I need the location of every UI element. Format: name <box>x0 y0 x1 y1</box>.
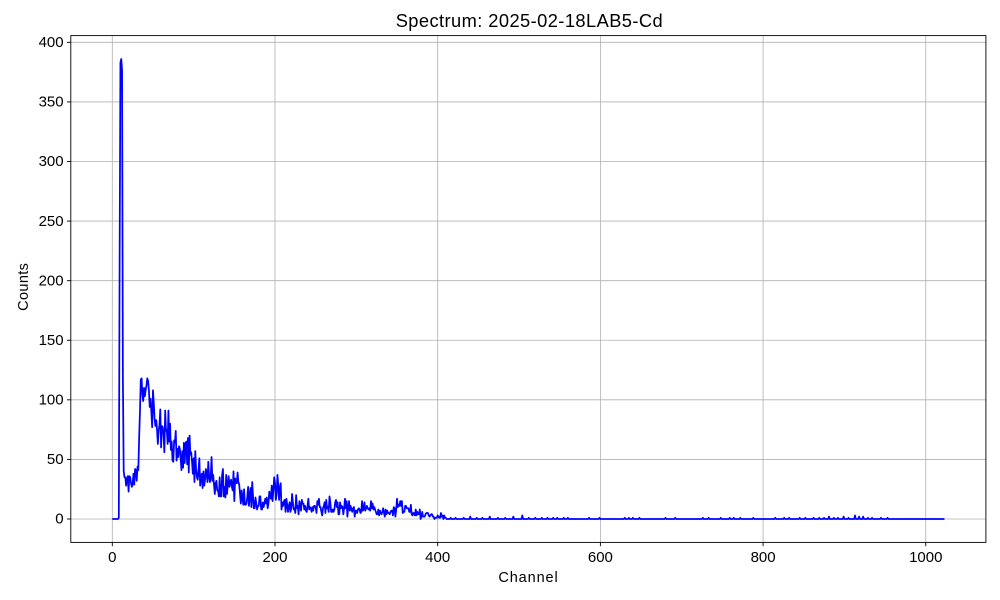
svg-text:Channel: Channel <box>498 570 558 586</box>
svg-text:600: 600 <box>588 549 613 566</box>
svg-text:400: 400 <box>39 34 64 51</box>
svg-text:Spectrum: 2025-02-18LAB5-Cd: Spectrum: 2025-02-18LAB5-Cd <box>396 10 663 31</box>
svg-text:Counts: Counts <box>16 263 32 311</box>
svg-text:350: 350 <box>39 94 64 111</box>
svg-text:0: 0 <box>55 511 63 528</box>
svg-text:300: 300 <box>39 153 64 170</box>
svg-text:800: 800 <box>751 549 776 566</box>
svg-text:0: 0 <box>108 549 116 566</box>
svg-text:200: 200 <box>39 272 64 289</box>
svg-text:200: 200 <box>262 549 287 566</box>
svg-text:250: 250 <box>39 213 64 230</box>
svg-text:1000: 1000 <box>909 549 942 566</box>
svg-text:150: 150 <box>39 332 64 349</box>
svg-text:100: 100 <box>39 392 64 409</box>
svg-text:400: 400 <box>425 549 450 566</box>
svg-text:50: 50 <box>47 451 64 468</box>
